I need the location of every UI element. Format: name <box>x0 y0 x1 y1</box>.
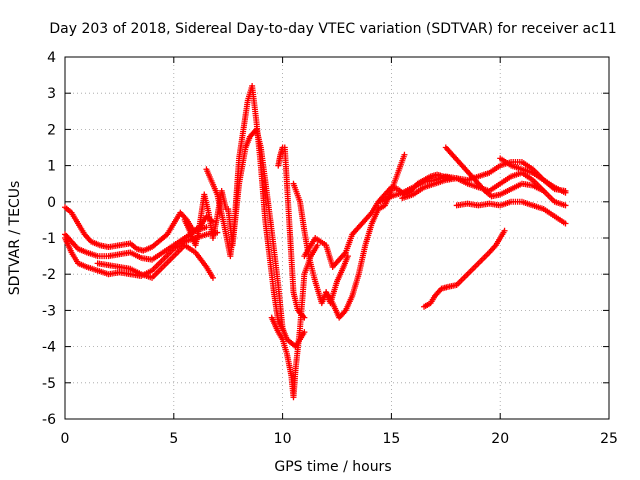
x-tick-label: 5 <box>169 431 178 447</box>
series-satellite-track-E <box>203 82 286 332</box>
series-satellite-track-N <box>442 144 547 200</box>
series-satellite-track-O <box>453 198 569 227</box>
data-point <box>209 274 216 281</box>
chart-title: Day 203 of 2018, Sidereal Day-to-day VTE… <box>49 21 616 37</box>
y-tick-label: -3 <box>42 303 56 319</box>
data-point <box>301 314 308 321</box>
data-point <box>562 220 569 227</box>
grid <box>65 57 609 419</box>
data-point <box>562 189 569 196</box>
data-point <box>562 202 569 209</box>
y-tick-label: -6 <box>42 412 56 428</box>
series-satellite-track-D <box>94 242 216 281</box>
series-satellite-track-R <box>181 187 230 249</box>
data-point <box>314 242 321 249</box>
data-point <box>223 206 230 213</box>
data-point <box>344 253 351 260</box>
series-satellite-track-K <box>323 151 408 321</box>
series-satellite-track-H <box>275 144 308 321</box>
y-tick-label: 0 <box>47 195 56 211</box>
series-satellite-track-P <box>421 227 508 310</box>
y-tick-label: -4 <box>42 340 56 356</box>
y-axis-label: SDTVAR / TECUs <box>7 181 23 296</box>
x-tick-label: 15 <box>382 431 400 447</box>
data-point <box>501 227 508 234</box>
series-satellite-track-F <box>225 126 308 350</box>
x-tick-label: 10 <box>274 431 292 447</box>
series-satellite-track-G <box>268 242 321 401</box>
data-point <box>401 151 408 158</box>
series-satellite-track-A <box>62 204 216 254</box>
y-tick-label: -5 <box>42 376 56 392</box>
y-tick-label: 2 <box>47 122 56 138</box>
x-tick-label: 20 <box>491 431 509 447</box>
y-tick-label: -2 <box>42 267 56 283</box>
data-marks <box>62 82 569 401</box>
data-point <box>540 187 547 194</box>
x-axis-label: GPS time / hours <box>274 459 391 475</box>
y-tick-label: 3 <box>47 86 56 102</box>
y-tick-label: -1 <box>42 231 56 247</box>
axis-ticks: 0 5 10 15 20 25 -6 -5 -4 -3 -2 -1 0 1 2 3 4 <box>42 50 618 447</box>
x-tick-label: 25 <box>600 431 618 447</box>
y-tick-label: 1 <box>47 159 56 175</box>
y-tick-label: 4 <box>47 50 56 66</box>
series-satellite-track-M <box>399 169 569 209</box>
series-satellite-track-Q <box>497 155 569 196</box>
x-tick-label: 0 <box>61 431 70 447</box>
